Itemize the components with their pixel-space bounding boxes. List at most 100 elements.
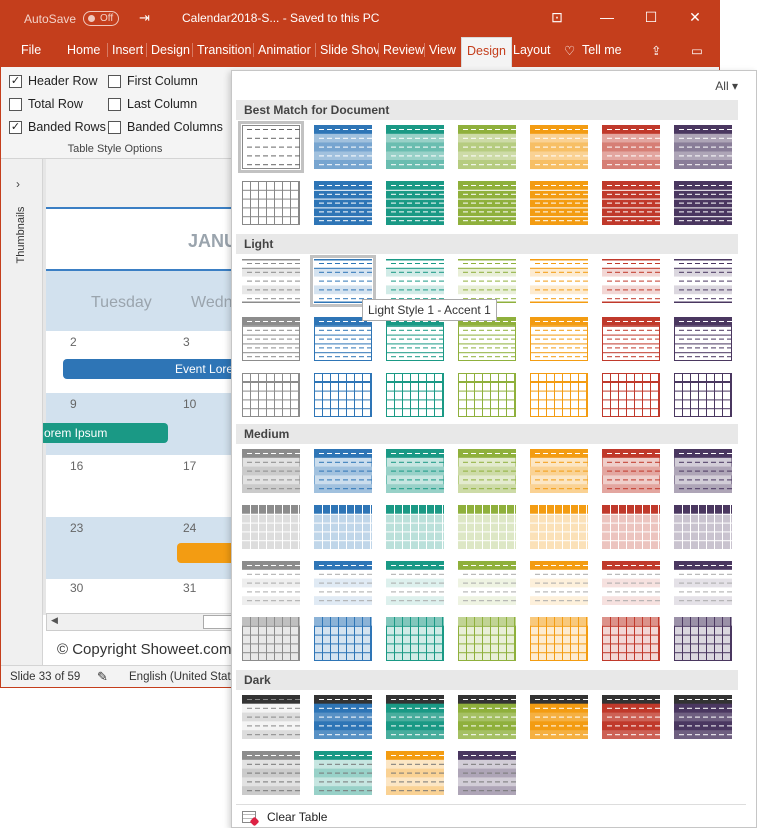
table-style-swatch[interactable] (602, 125, 660, 169)
tab-home[interactable]: Home (67, 43, 101, 57)
thumbnails-pane[interactable]: › Thumbnails (1, 159, 43, 665)
event-bar-blue[interactable]: Event Lore (63, 359, 253, 379)
table-style-swatch[interactable] (386, 373, 444, 417)
table-style-swatch[interactable] (674, 695, 732, 739)
table-style-swatch[interactable] (242, 373, 300, 417)
table-style-swatch[interactable] (530, 561, 588, 605)
banded-columns-checkbox[interactable] (108, 120, 121, 134)
table-style-swatch[interactable] (602, 373, 660, 417)
table-style-swatch[interactable] (602, 695, 660, 739)
tab-view[interactable]: View (424, 43, 456, 57)
slide-counter[interactable]: Slide 33 of 59 (10, 671, 81, 683)
tab-review[interactable]: Review (378, 43, 424, 57)
table-style-swatch[interactable] (313, 448, 373, 494)
table-style-swatch[interactable] (314, 751, 372, 795)
table-style-swatch[interactable] (530, 181, 588, 225)
table-style-swatch[interactable] (386, 505, 444, 549)
table-style-swatch[interactable] (242, 317, 300, 361)
language-status[interactable]: English (United States) (129, 671, 247, 683)
total-row-checkbox[interactable] (9, 97, 22, 111)
minimize-button[interactable]: — (600, 9, 614, 25)
table-styles-gallery[interactable]: All ▾ Best Match for Document Light Medi… (231, 70, 757, 828)
notes-edit-icon[interactable]: ✎ (97, 669, 108, 684)
header-row-checkbox[interactable]: ✓ (9, 74, 22, 88)
table-style-swatch[interactable] (674, 505, 732, 549)
table-style-swatch[interactable] (602, 317, 660, 361)
first-column-option[interactable]: First Column (108, 74, 198, 88)
table-style-swatch[interactable] (314, 181, 372, 225)
table-style-swatch[interactable] (458, 751, 516, 795)
table-style-swatch[interactable] (530, 259, 588, 303)
table-style-swatch[interactable] (314, 561, 372, 605)
table-style-swatch[interactable] (530, 505, 588, 549)
table-style-swatch[interactable] (529, 448, 589, 494)
tab-animations[interactable]: Animatior (253, 43, 315, 57)
table-style-swatch[interactable] (674, 617, 732, 661)
table-style-swatch[interactable] (674, 259, 732, 303)
table-style-swatch[interactable] (458, 259, 516, 303)
table-style-swatch[interactable] (386, 561, 444, 605)
table-style-swatch[interactable] (530, 695, 588, 739)
table-style-swatch[interactable] (674, 373, 732, 417)
ribbon-display-icon[interactable]: ⊡ (551, 9, 563, 25)
table-style-swatch[interactable] (238, 121, 304, 173)
table-style-swatch[interactable] (458, 317, 516, 361)
table-style-swatch[interactable] (314, 125, 372, 169)
first-column-checkbox[interactable] (108, 74, 121, 88)
table-style-swatch[interactable] (242, 259, 300, 303)
table-style-swatch[interactable] (601, 448, 661, 494)
table-style-swatch[interactable] (242, 181, 300, 225)
table-style-swatch[interactable] (314, 505, 372, 549)
table-style-swatch[interactable] (314, 617, 372, 661)
table-style-swatch[interactable] (530, 317, 588, 361)
table-style-swatch[interactable] (602, 505, 660, 549)
table-style-swatch[interactable] (530, 373, 588, 417)
table-style-swatch[interactable] (242, 617, 300, 661)
tab-insert[interactable]: Insert (107, 43, 143, 57)
tab-table-design[interactable]: Design (461, 37, 512, 67)
table-style-swatch[interactable] (310, 255, 376, 307)
header-row-option[interactable]: ✓ Header Row (9, 74, 97, 88)
chevron-right-icon[interactable]: › (16, 177, 20, 191)
table-style-swatch[interactable] (674, 125, 732, 169)
table-style-swatch[interactable] (386, 125, 444, 169)
table-style-swatch[interactable] (602, 617, 660, 661)
tell-me-search[interactable]: Tell me (582, 43, 622, 57)
autosave-toggle[interactable]: Off (83, 11, 119, 26)
table-style-swatch[interactable] (674, 561, 732, 605)
banded-rows-option[interactable]: ✓ Banded Rows (9, 120, 106, 134)
clear-table-option[interactable]: Clear Table (236, 804, 746, 826)
table-style-swatch[interactable] (242, 561, 300, 605)
horizontal-scrollbar[interactable]: ◀ (46, 613, 237, 631)
table-style-swatch[interactable] (458, 617, 516, 661)
scroll-left-icon[interactable]: ◀ (51, 615, 58, 625)
comments-icon[interactable]: ▭ (691, 44, 703, 58)
table-style-swatch[interactable] (386, 317, 444, 361)
tab-table-layout[interactable]: Layout (513, 43, 551, 57)
close-button[interactable]: ✕ (689, 9, 701, 25)
table-style-swatch[interactable] (458, 181, 516, 225)
table-style-swatch[interactable] (386, 181, 444, 225)
table-style-swatch[interactable] (241, 448, 301, 494)
table-style-swatch[interactable] (314, 317, 372, 361)
tab-slide-show[interactable]: Slide Shov (315, 43, 378, 57)
table-style-swatch[interactable] (242, 505, 300, 549)
share-icon[interactable]: ⇪ (651, 44, 662, 58)
table-style-swatch[interactable] (673, 448, 733, 494)
table-style-swatch[interactable] (314, 373, 372, 417)
event-bar-teal[interactable]: orem Ipsum (43, 423, 168, 443)
maximize-button[interactable]: ☐ (644, 9, 658, 25)
gallery-filter-dropdown[interactable]: All ▾ (715, 79, 738, 93)
table-style-swatch[interactable] (602, 561, 660, 605)
tab-design[interactable]: Design (146, 43, 190, 57)
table-style-swatch[interactable] (458, 373, 516, 417)
table-style-swatch[interactable] (242, 695, 300, 739)
table-style-swatch[interactable] (386, 695, 444, 739)
tab-file[interactable]: File (21, 43, 42, 57)
table-style-swatch[interactable] (385, 448, 445, 494)
total-row-option[interactable]: Total Row (9, 97, 83, 111)
table-style-swatch[interactable] (674, 317, 732, 361)
banded-rows-checkbox[interactable]: ✓ (9, 120, 22, 134)
table-style-swatch[interactable] (602, 181, 660, 225)
table-style-swatch[interactable] (458, 695, 516, 739)
